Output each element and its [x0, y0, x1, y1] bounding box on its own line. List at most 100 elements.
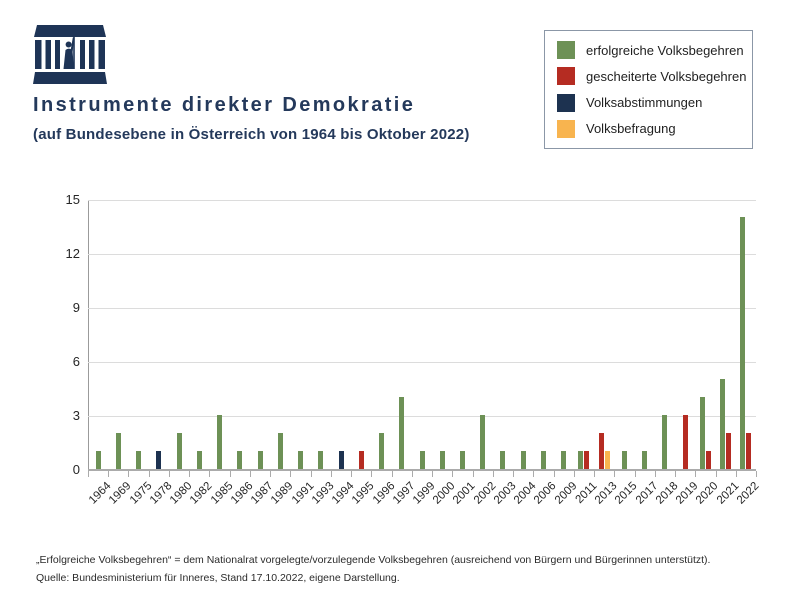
bar-1985	[217, 415, 223, 469]
axis-tick	[715, 471, 717, 477]
bar-2002	[480, 415, 486, 469]
axis-tick	[513, 471, 515, 477]
bar-2011	[578, 451, 584, 469]
axis-tick	[310, 471, 312, 477]
bar-1975	[136, 451, 142, 469]
plot-area	[88, 200, 757, 477]
orange-swatch-icon	[557, 119, 575, 138]
axis-tick	[330, 471, 332, 477]
axis-tick	[148, 471, 150, 477]
gridline	[88, 200, 756, 201]
axis-tick	[351, 471, 353, 477]
y-tick-label: 0	[72, 462, 80, 477]
bar-2020	[699, 397, 705, 469]
statue-icon	[63, 29, 75, 69]
bar-1986	[237, 451, 243, 469]
legend-item-gescheiterte-volksbegehren: gescheiterte Volksbegehren	[557, 67, 752, 86]
legend-item-erfolgreiche-volksbegehren: erfolgreiche Volksbegehren	[557, 41, 752, 60]
axis-tick	[573, 471, 575, 477]
bar-2021	[726, 433, 732, 469]
axis-tick	[614, 471, 616, 477]
bar-1993	[318, 451, 324, 469]
y-tick-label: 9	[72, 300, 80, 315]
axis-tick	[371, 471, 373, 477]
axis-tick	[189, 471, 191, 477]
footnote-source: Quelle: Bundesministerium für Inneres, S…	[36, 572, 400, 584]
x-axis-line	[88, 469, 756, 471]
footnote-definition: „Erfolgreiche Volksbegehren“ = dem Natio…	[36, 554, 711, 566]
axis-tick	[108, 471, 110, 477]
bar-1964	[95, 451, 101, 469]
bar-1996	[379, 433, 384, 469]
y-axis-line	[88, 200, 89, 472]
legend-label: erfolgreiche Volksbegehren	[586, 42, 744, 58]
y-tick-label: 15	[65, 192, 80, 207]
axis-tick	[168, 471, 170, 477]
bar-2019	[682, 415, 688, 469]
axis-tick	[756, 471, 757, 477]
bar-1982	[196, 451, 202, 469]
axis-tick	[533, 471, 535, 477]
axis-tick	[270, 471, 272, 477]
bar-2015	[621, 451, 627, 469]
gridline	[88, 308, 756, 309]
axis-tick	[128, 471, 130, 477]
bar-2022	[740, 217, 746, 469]
legend-item-volksbefragung: Volksbefragung	[557, 119, 752, 138]
legend-label: Volksabstimmungen	[586, 95, 703, 111]
austrian-parliament-logo	[33, 24, 107, 86]
axis-tick	[675, 471, 677, 477]
axis-tick	[634, 471, 636, 477]
axis-tick	[735, 471, 737, 477]
bar-2020	[705, 451, 711, 469]
bar-2022	[746, 433, 752, 469]
bar-2021	[720, 379, 726, 469]
legend-label: gescheiterte Volksbegehren	[586, 68, 747, 84]
navy-swatch-icon	[557, 93, 575, 112]
axis-tick	[452, 471, 454, 477]
bar-1991	[298, 451, 304, 469]
page-subtitle: (auf Bundesebene in Österreich von 1964 …	[33, 126, 470, 143]
y-tick-label: 3	[72, 408, 80, 423]
y-tick-label: 6	[72, 354, 80, 369]
bar-1995	[358, 451, 364, 469]
red-swatch-icon	[557, 67, 575, 86]
bar-2013	[598, 433, 604, 469]
bar-2004	[520, 451, 526, 469]
gridline	[88, 416, 756, 417]
chart-legend: erfolgreiche Volksbegehren gescheiterte …	[544, 30, 753, 149]
axis-tick	[472, 471, 474, 477]
bar-1999	[419, 451, 425, 469]
bar-2013	[604, 451, 610, 469]
axis-tick	[391, 471, 393, 477]
bar-1989	[277, 433, 283, 469]
axis-tick	[88, 471, 89, 477]
axis-tick	[695, 471, 697, 477]
axis-tick	[594, 471, 596, 477]
axis-tick	[553, 471, 555, 477]
gridline	[88, 362, 756, 363]
bar-1980	[176, 433, 182, 469]
bar-2009	[561, 451, 567, 469]
bar-2006	[540, 451, 546, 469]
axis-tick	[209, 471, 211, 477]
axis-tick	[249, 471, 251, 477]
bar-2017	[642, 451, 648, 469]
bar-2001	[459, 451, 465, 469]
bar-1994	[338, 451, 344, 469]
bar-1978	[156, 451, 162, 469]
parliament-building-icon	[33, 25, 107, 84]
bar-2011	[584, 451, 590, 469]
bar-chart: 0 3 6 9 12 15 1964 1969 1975 1978 1980 1982 1985 198…	[0, 192, 800, 530]
green-swatch-icon	[557, 41, 575, 60]
y-tick-label: 12	[65, 246, 80, 261]
axis-tick	[432, 471, 434, 477]
bar-1987	[257, 451, 263, 469]
bar-2003	[500, 451, 506, 469]
axis-tick	[411, 471, 413, 477]
axis-tick	[229, 471, 231, 477]
bar-1997	[399, 397, 405, 469]
bar-2018	[662, 415, 668, 469]
gridline	[88, 254, 756, 255]
axis-tick	[290, 471, 292, 477]
